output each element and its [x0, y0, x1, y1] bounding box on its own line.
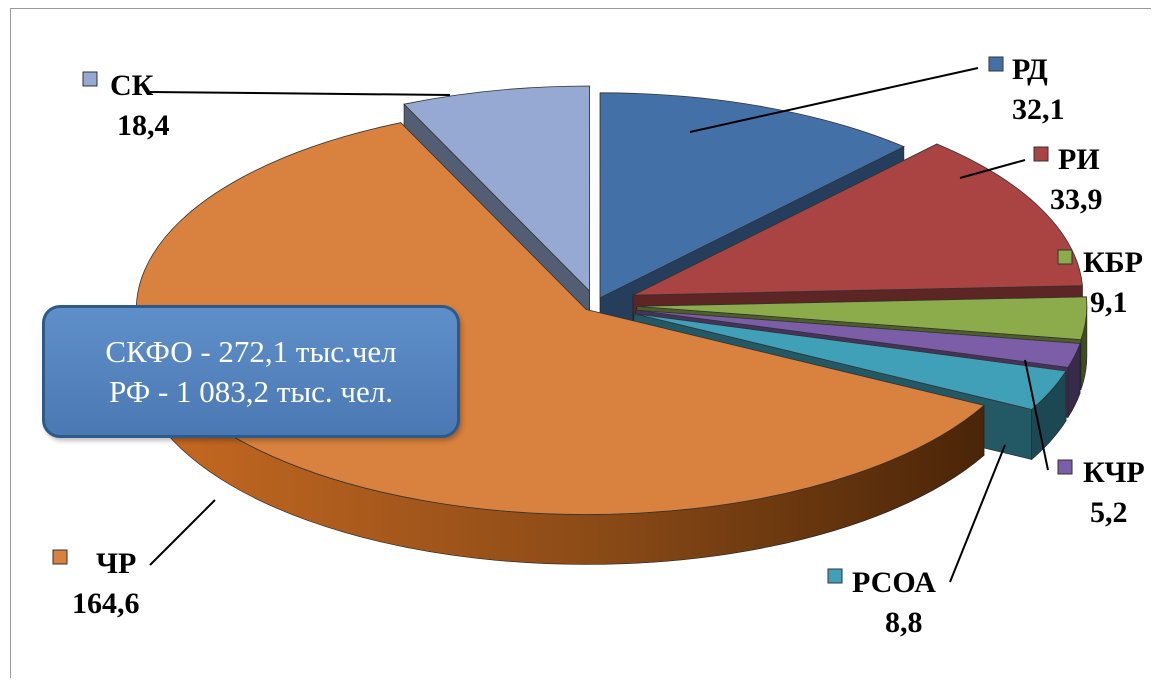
slice-value-КБР: 9,1: [1090, 286, 1128, 319]
legend-swatch-РИ: [1033, 146, 1049, 162]
legend-swatch-РСОА: [827, 568, 843, 584]
leader-line-СК: [149, 91, 451, 96]
slice-РД: [599, 92, 905, 299]
slice-value-РИ: 33,9: [1050, 183, 1103, 216]
slice-label-РИ: РИ: [1058, 143, 1100, 176]
slice-СК: [403, 85, 590, 292]
slice-value-ЧР: 164,6: [72, 587, 140, 620]
slice-КЧР: [635, 309, 1081, 368]
legend-swatch-РД: [988, 56, 1004, 72]
chart-frame: [10, 8, 1151, 678]
leader-line-РД: [689, 67, 979, 133]
slice-value-РД: 32,1: [1012, 93, 1065, 126]
slice-РИ: [632, 143, 1083, 296]
summary-box: СКФО - 272,1 тыс.чел РФ - 1 083,2 тыс. ч…: [42, 305, 460, 438]
summary-line-2: РФ - 1 083,2 тыс. чел.: [109, 373, 393, 409]
slice-value-РСОА: 8,8: [885, 606, 923, 639]
slice-label-КЧР: КЧР: [1083, 456, 1145, 489]
slice-value-КЧР: 5,2: [1090, 496, 1128, 529]
summary-line-1: СКФО - 272,1 тыс.чел: [105, 333, 397, 369]
leader-line-КЧР: [1024, 359, 1049, 471]
slice-label-РД: РД: [1012, 53, 1048, 86]
slice-label-РСОА: РСОА: [852, 566, 936, 599]
legend-swatch-КЧР: [1057, 459, 1073, 475]
leader-line-ЧР: [149, 499, 216, 566]
slice-label-СК: СК: [110, 69, 154, 102]
legend-swatch-СК: [82, 71, 98, 87]
leader-line-РИ: [959, 159, 1026, 179]
slice-label-КБР: КБР: [1083, 246, 1143, 279]
slice-value-СК: 18,4: [117, 109, 170, 142]
legend-swatch-КБР: [1057, 249, 1073, 265]
slice-label-ЧР: ЧР: [96, 547, 136, 580]
slice-КБР: [636, 296, 1088, 341]
leader-line-РСОА: [949, 444, 1006, 583]
legend-swatch-ЧР: [52, 549, 68, 565]
slice-РСОА: [633, 313, 1067, 410]
